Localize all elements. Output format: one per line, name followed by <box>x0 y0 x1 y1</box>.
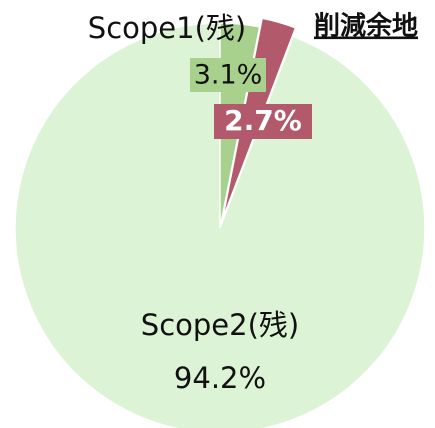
label-box <box>214 104 312 139</box>
value-label: 3.1% <box>194 60 263 91</box>
category-label: Scope2(残) <box>141 308 299 342</box>
category-label: 削減余地 <box>314 11 418 42</box>
value-label: 2.7% <box>224 104 302 137</box>
value-label: 94.2% <box>174 361 266 395</box>
label-box <box>190 58 266 92</box>
category-label: Scope1(残) <box>88 11 246 45</box>
